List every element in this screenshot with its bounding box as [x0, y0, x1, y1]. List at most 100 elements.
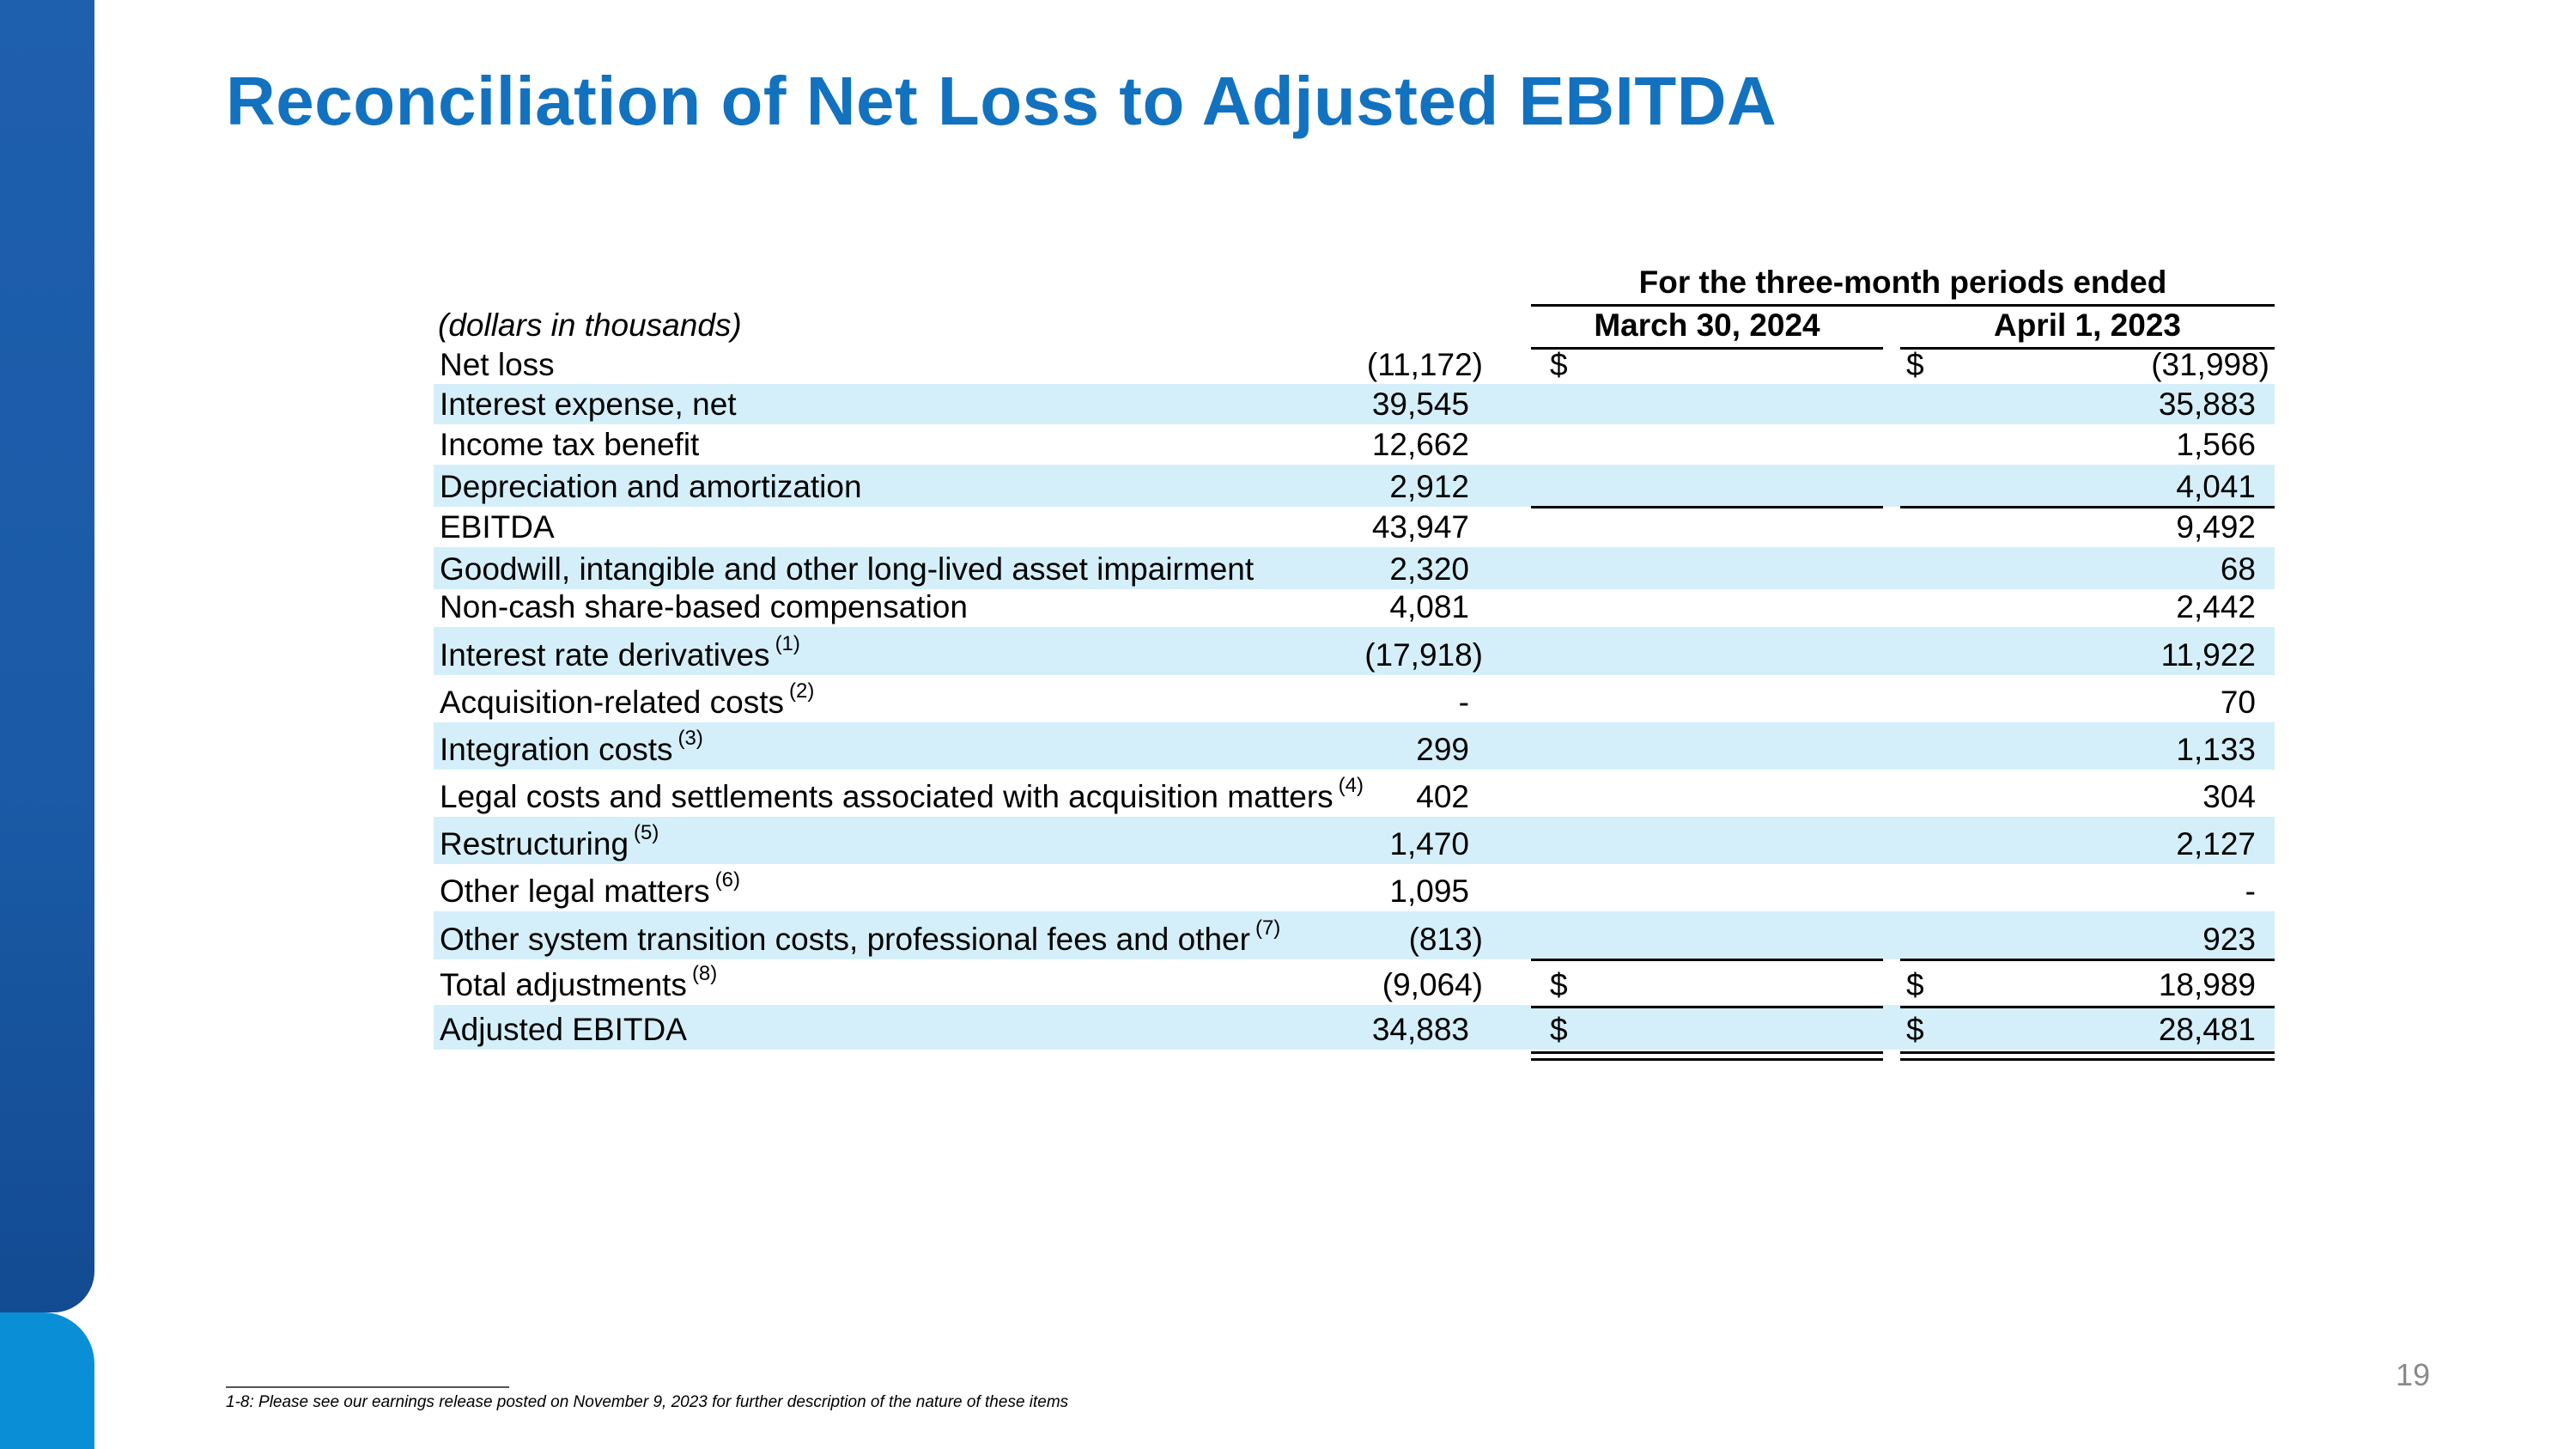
period-header-rule — [1531, 304, 2275, 307]
table-row: Goodwill, intangible and other long-live… — [434, 547, 2275, 589]
footnote: 1-8: Please see our earnings release pos… — [226, 1393, 1069, 1411]
currency-symbol-current: $ — [1550, 967, 1568, 1002]
subtotal-rule-current — [1531, 506, 1883, 508]
sidebar-accent-tab — [0, 1312, 94, 1449]
table-row: Total adjustments (8) $ $ (9,064) 18,989 — [434, 959, 2275, 1005]
double-rule-bottom-prior — [1900, 1058, 2275, 1061]
table-row: Restructuring (5) 1,470 2,127 — [434, 817, 2275, 864]
footnote-marker: (8) — [691, 962, 718, 985]
double-rule-top-current — [1531, 1051, 1883, 1054]
total-adjustments-rule-prior — [1900, 1006, 2275, 1008]
value-current: 402 — [1416, 779, 1469, 814]
column-header-current: March 30, 2024 — [1594, 307, 1820, 343]
currency-symbol-prior: $ — [1906, 967, 1924, 1002]
value-current: 299 — [1416, 732, 1469, 767]
value-current: 12,662 — [1371, 427, 1469, 462]
table-row: Non-cash share-based compensation 4,081 2,… — [434, 589, 2275, 627]
table-row: Depreciation and amortization 2,912 4,041 — [434, 465, 2275, 507]
footnote-marker: (1) — [775, 632, 800, 655]
table-row: EBITDA 43,947 9,492 — [434, 507, 2275, 547]
value-current: (813) — [1408, 922, 1483, 957]
value-prior: 18,989 — [2158, 967, 2256, 1002]
row-label: Goodwill, intangible and other long-live… — [440, 551, 1255, 587]
value-current: (17,918) — [1364, 637, 1483, 673]
table-row: Other system transition costs, professio… — [434, 911, 2275, 959]
value-prior: 35,883 — [2158, 387, 2256, 422]
units-label: (dollars in thousands) — [438, 307, 742, 343]
page-number: 19 — [2396, 1357, 2431, 1392]
table-row: Income tax benefit 12,662 1,566 — [434, 424, 2275, 465]
value-prior: 2,127 — [2176, 826, 2256, 861]
row-label: Other legal matters (6) — [440, 868, 740, 909]
table-row: Legal costs and settlements associated w… — [434, 770, 2275, 817]
row-label: EBITDA — [440, 509, 555, 545]
footnote-marker: (6) — [714, 868, 740, 892]
footnote-marker: (7) — [1255, 916, 1281, 940]
value-prior: 923 — [2202, 922, 2256, 957]
total-rule-prior — [1900, 959, 2275, 961]
value-current: 1,470 — [1389, 826, 1469, 861]
row-label: Income tax benefit — [440, 427, 700, 462]
value-current: (9,064) — [1382, 967, 1483, 1002]
value-prior: 28,481 — [2158, 1012, 2256, 1047]
period-header: For the three-month periods ended — [1638, 265, 2167, 300]
value-prior: 304 — [2202, 779, 2256, 814]
currency-symbol-prior: $ — [1906, 347, 1924, 382]
value-prior: 11,922 — [2160, 637, 2256, 673]
table-row: Interest rate derivatives (1) (17,918) 11,9… — [434, 627, 2275, 675]
value-current: 1,095 — [1389, 874, 1469, 909]
value-prior: 2,442 — [2176, 589, 2256, 624]
column-header-rule-prior — [1900, 347, 2275, 350]
footnote-marker: (4) — [1338, 774, 1364, 797]
value-prior: 1,566 — [2176, 427, 2256, 462]
row-label: Adjusted EBITDA — [440, 1012, 687, 1047]
row-label: Other system transition costs, professio… — [440, 916, 1281, 957]
row-label: Restructuring (5) — [440, 821, 659, 861]
row-label: Non-cash share-based compensation — [440, 589, 968, 624]
table-row: Acquisition-related costs (2) - 70 — [434, 675, 2275, 722]
row-label: Legal costs and settlements associated w… — [440, 774, 1364, 814]
column-header-prior: April 1, 2023 — [1993, 307, 2181, 343]
page-title: Reconciliation of Net Loss to Adjusted E… — [226, 63, 1777, 139]
table-row: Interest expense, net 39,545 35,883 — [434, 384, 2275, 424]
row-label: Acquisition-related costs (2) — [440, 679, 815, 720]
value-current: 34,883 — [1371, 1012, 1469, 1047]
row-label: Interest expense, net — [440, 387, 737, 422]
row-label: Total adjustments (8) — [440, 962, 718, 1002]
footnote-marker: (2) — [789, 679, 815, 703]
subtotal-rule-prior — [1900, 506, 2275, 508]
value-current: 2,912 — [1389, 469, 1469, 504]
footnote-rule — [226, 1386, 509, 1388]
table-row: Adjusted EBITDA $ $34,883 28,481 — [434, 1005, 2275, 1050]
row-label: Depreciation and amortization — [440, 469, 862, 504]
double-rule-top-prior — [1900, 1051, 2275, 1054]
table-row: Net loss $ $ (11,172) (31,998) — [434, 347, 2275, 385]
value-prior: 1,133 — [2176, 732, 2256, 767]
row-label: Net loss — [440, 347, 555, 382]
value-current: 43,947 — [1371, 509, 1469, 545]
column-header-rule-current — [1531, 347, 1883, 350]
value-current: 4,081 — [1389, 589, 1469, 624]
value-current: (11,172) — [1366, 347, 1483, 382]
footnote-marker: (5) — [634, 821, 659, 844]
value-prior: - — [2245, 874, 2256, 909]
row-label: Integration costs (3) — [440, 727, 703, 767]
value-prior: (31,998) — [2151, 347, 2269, 382]
value-current: 2,320 — [1389, 551, 1469, 587]
table-row: Integration costs (3) 299 1,133 — [434, 722, 2275, 770]
value-prior: 68 — [2220, 551, 2256, 587]
sidebar-band — [0, 0, 94, 1312]
currency-symbol-prior: $ — [1906, 1012, 1924, 1047]
currency-symbol-current: $ — [1550, 347, 1568, 382]
row-label: Interest rate derivatives (1) — [440, 632, 800, 673]
double-rule-bottom-current — [1531, 1058, 1883, 1061]
table-row: Other legal matters (6) 1,095 - — [434, 864, 2275, 911]
total-adjustments-rule-current — [1531, 1006, 1883, 1008]
value-prior: 9,492 — [2176, 509, 2256, 545]
value-prior: 70 — [2220, 685, 2256, 720]
total-rule-current — [1531, 959, 1883, 961]
value-current: 39,545 — [1371, 387, 1469, 422]
currency-symbol-current: $ — [1550, 1012, 1568, 1047]
value-prior: 4,041 — [2176, 469, 2256, 504]
footnote-marker: (3) — [677, 727, 703, 750]
